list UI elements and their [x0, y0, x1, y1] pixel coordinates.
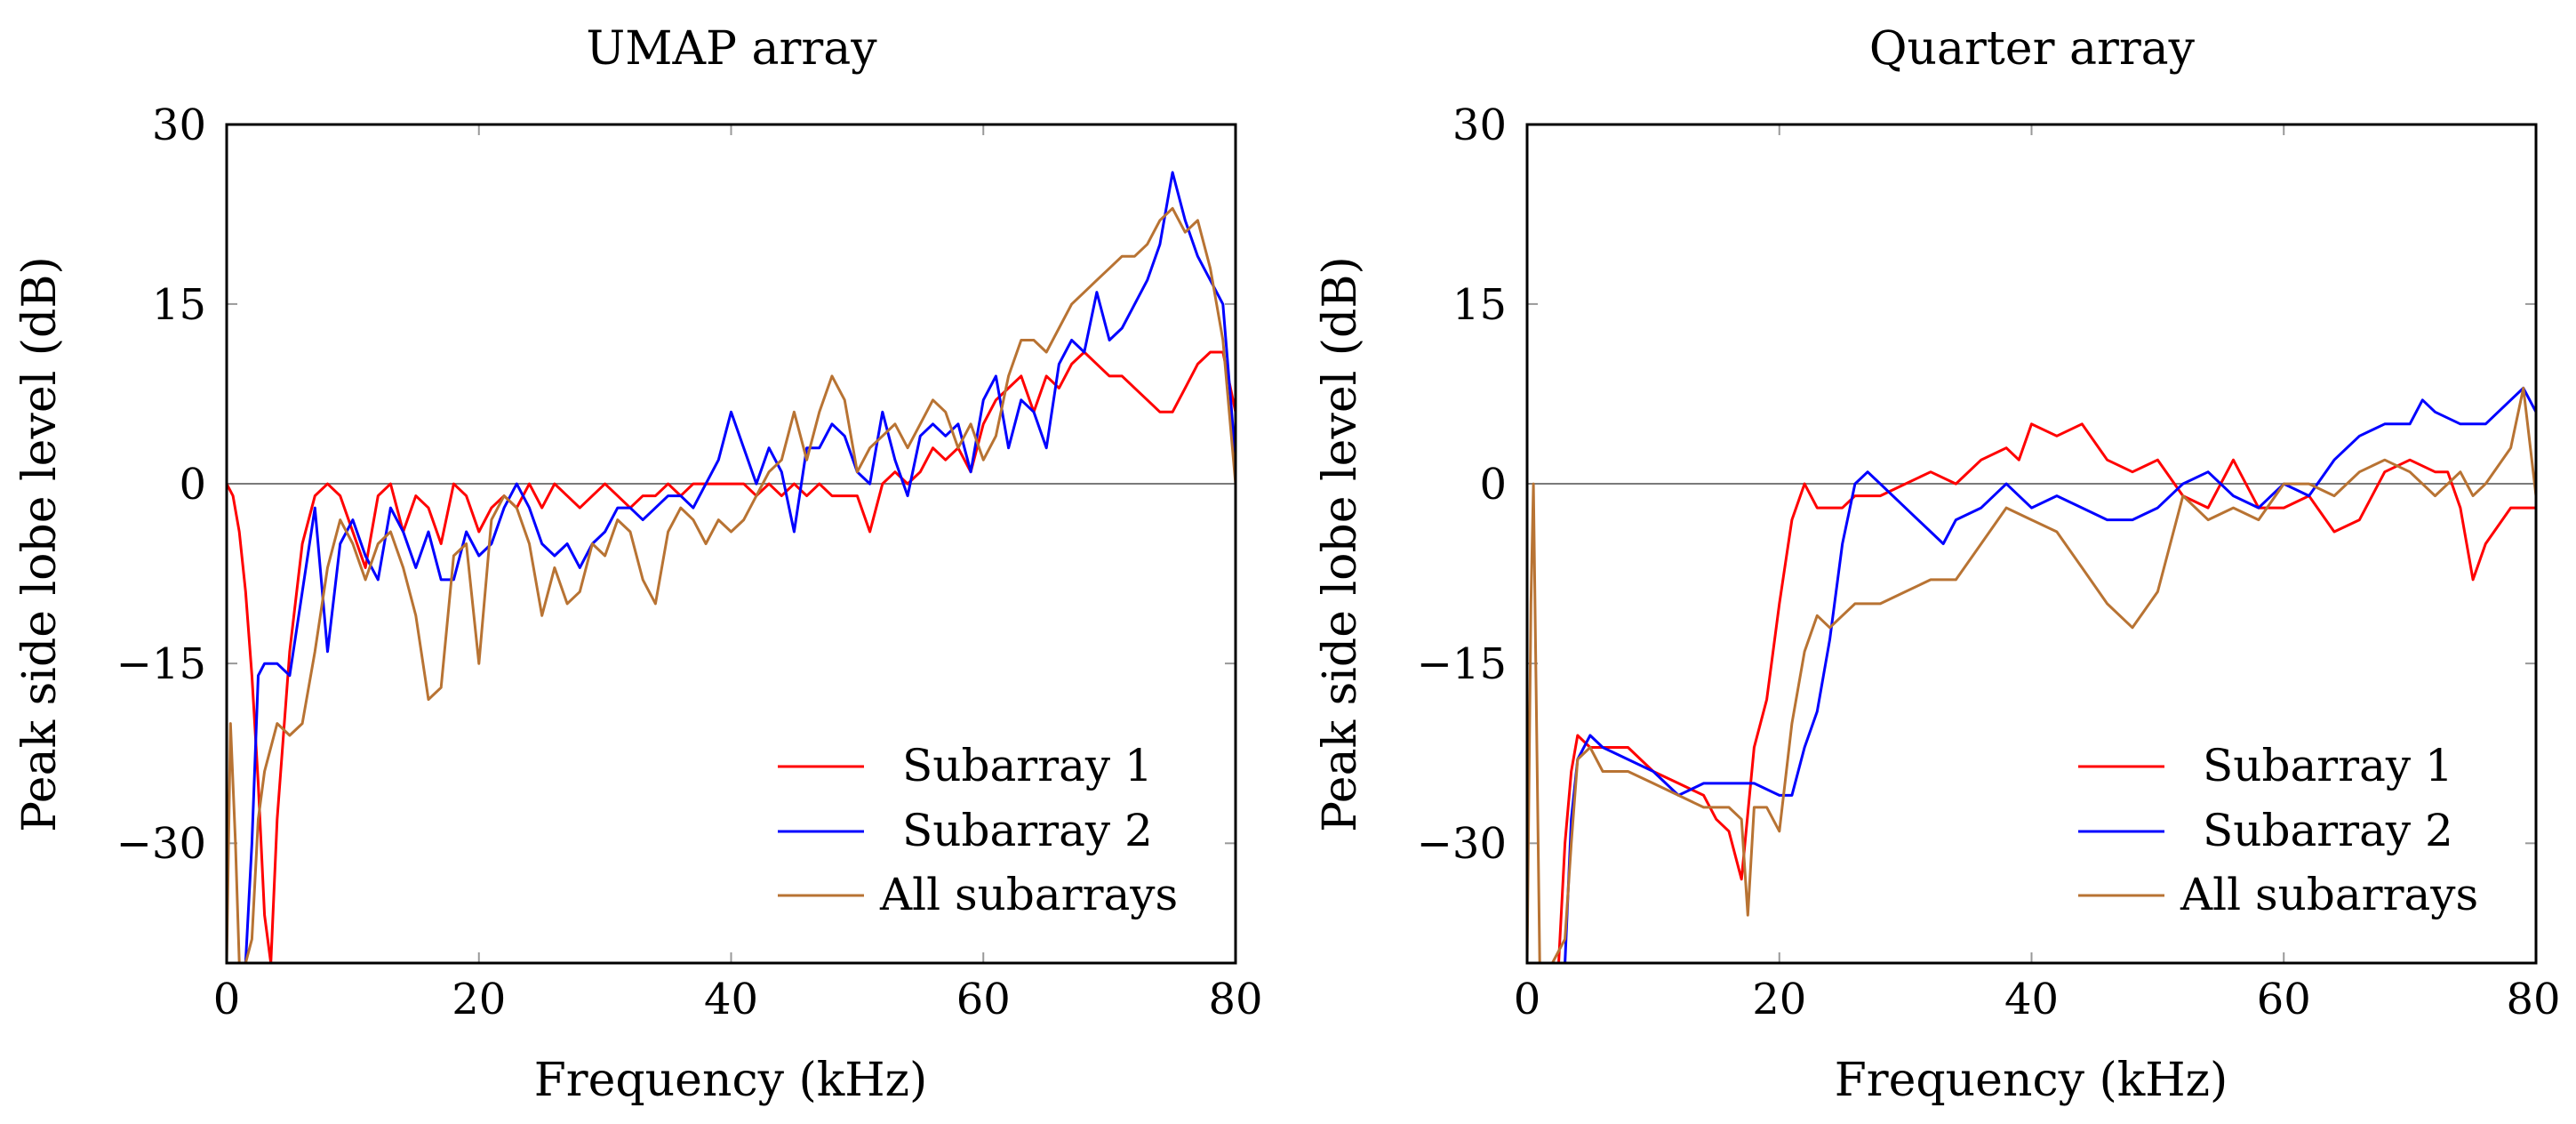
y-tick-label: 0 [179, 460, 206, 510]
x-tick-label: 20 [1752, 975, 1806, 1024]
legend-label-subarray-1: Subarray 1 [902, 740, 1153, 791]
x-tick-label: 40 [2004, 975, 2059, 1024]
y-tick-label: −15 [116, 639, 206, 689]
y-tick-label: 30 [152, 100, 206, 150]
series-line-subarray-2 [244, 171, 1237, 964]
x-tick-label: 40 [704, 975, 758, 1024]
y-tick-label: 15 [1452, 280, 1507, 330]
x-tick-label: 80 [1208, 975, 1262, 1024]
plot-frame [1525, 123, 2538, 965]
plot-area: 0 20 40 60 80 −30 −15 0 15 30 [1417, 100, 2561, 1024]
y-ticks: −30 −15 0 15 30 [116, 100, 1236, 869]
x-tick-label: 20 [452, 975, 506, 1024]
x-tick-label: 60 [956, 975, 1011, 1024]
x-tick-label: 80 [2506, 975, 2560, 1024]
x-ticks: 0 20 40 60 80 [1514, 124, 2561, 1024]
y-tick-label: −30 [116, 819, 206, 869]
x-axis-label: Frequency (kHz) [1835, 1054, 2228, 1107]
y-tick-label: 30 [1452, 100, 1507, 150]
plot-area: 0 20 40 60 80 −30 −15 0 15 30 [116, 100, 1263, 1024]
legend-label-all-subarrays: All subarrays [2180, 869, 2478, 920]
chart-title: UMAP array [586, 22, 877, 76]
y-tick-label: −15 [1417, 639, 1507, 689]
series-line-all-subarrays [1525, 386, 2538, 965]
y-tick-label: −30 [1417, 819, 1507, 869]
x-tick-label: 60 [2257, 975, 2311, 1024]
series-line-all-subarrays [225, 206, 1237, 965]
x-ticks: 0 20 40 60 80 [213, 124, 1263, 1024]
plot-frame [225, 123, 1237, 965]
y-axis-label: Peak side lobe level (dB) [1314, 256, 1367, 832]
series-line-subarray-2 [1564, 386, 2538, 964]
chart-umap: UMAP array 0 20 40 60 80 [13, 22, 1263, 1107]
x-tick-label: 0 [1514, 975, 1541, 1024]
y-axis-label: Peak side lobe level (dB) [13, 256, 67, 832]
legend: Subarray 1 Subarray 2 All subarrays [2078, 740, 2478, 920]
y-ticks: −30 −15 0 15 30 [1417, 100, 2536, 869]
y-tick-label: 15 [152, 280, 206, 330]
legend-label-subarray-1: Subarray 1 [2203, 740, 2453, 791]
legend-label-subarray-2: Subarray 2 [902, 805, 1153, 856]
x-tick-label: 0 [213, 975, 241, 1024]
chart-title: Quarter array [1869, 22, 2196, 76]
legend: Subarray 1 Subarray 2 All subarrays [778, 740, 1178, 920]
x-axis-label: Frequency (kHz) [534, 1054, 928, 1107]
chart-quarter: Quarter array 0 20 40 60 80 [1314, 22, 2561, 1107]
legend-label-subarray-2: Subarray 2 [2203, 805, 2453, 856]
legend-label-all-subarrays: All subarrays [879, 869, 1178, 920]
y-tick-label: 0 [1479, 460, 1507, 510]
